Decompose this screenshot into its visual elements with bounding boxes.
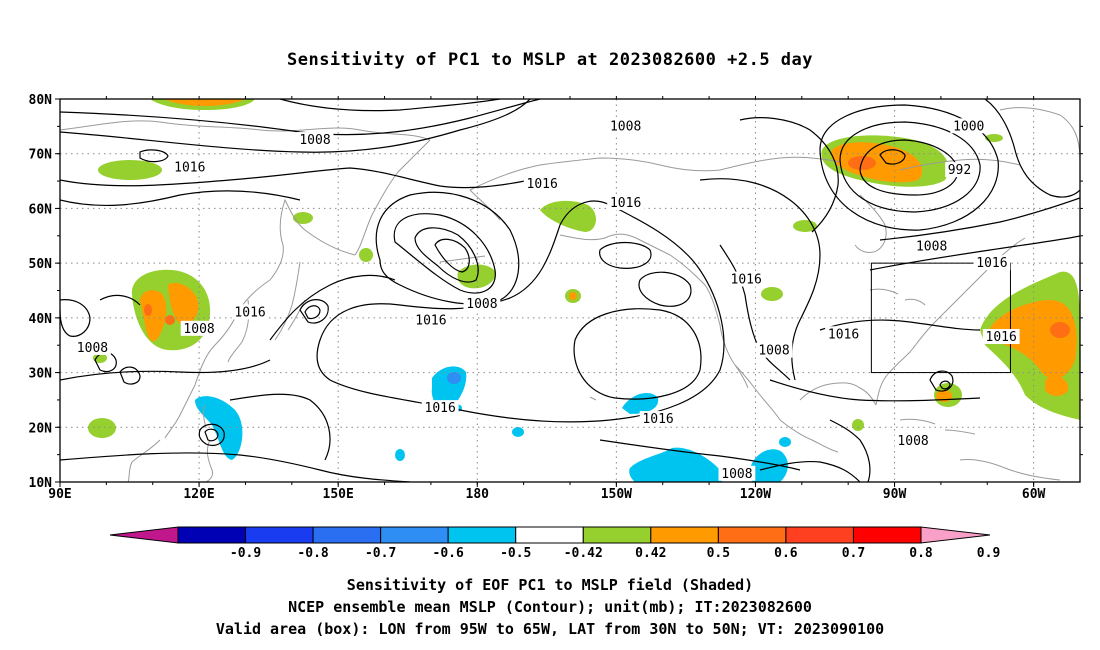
colorbar-swatch: [245, 526, 314, 544]
contour-label: 1008: [299, 133, 330, 148]
lon-tick-label: 180: [466, 487, 490, 502]
contour-label: 992: [948, 163, 971, 178]
contour-label: 1008: [610, 119, 641, 134]
sensitivity-shading: [88, 99, 1080, 482]
colorbar-swatch: [380, 526, 449, 544]
colorbar-label: 0.9: [977, 546, 1000, 561]
contour-label-bg: [296, 132, 334, 148]
lon-tick-label: 60W: [1022, 487, 1046, 502]
contour-label: 1000: [953, 119, 984, 134]
lat-tick-label: 50N: [29, 257, 53, 272]
colorbar-label: -0.42: [564, 546, 603, 561]
contour-label-bg: [894, 432, 932, 448]
contour-label-bg: [727, 271, 765, 287]
colorbar-swatch: [312, 526, 382, 544]
colorbar-label: 0.7: [842, 546, 865, 561]
lat-tick-label: 70N: [29, 148, 53, 163]
colorbar-label: 0.42: [635, 546, 666, 561]
lat-tick-label: 40N: [29, 312, 53, 327]
contour-label-bg: [718, 465, 756, 481]
lon-tick-label: 150W: [601, 487, 632, 502]
colorbar-label: 0.5: [707, 546, 730, 561]
colorbar-label: -0.7: [365, 546, 396, 561]
contour-labels: 1008 1016 1008 1016 1016 1000 992 1008 1016 1016 1…: [74, 118, 1020, 482]
coastlines: [60, 107, 1080, 482]
contour-label: 1016: [425, 401, 456, 416]
colorbar-swatch: [717, 526, 787, 544]
contour-label-bg: [950, 118, 988, 134]
colorbar-label: -0.8: [297, 546, 328, 561]
contour-label: 1008: [758, 344, 789, 359]
colorbar-label: -0.5: [500, 546, 531, 561]
contour-label-bg: [421, 400, 459, 416]
lon-tick-label: 150E: [323, 487, 354, 502]
colorbar-swatch: [582, 526, 652, 544]
colorbar-low-arrow: [109, 526, 179, 544]
figure-caption: Sensitivity of EOF PC1 to MSLP field (Sh…: [0, 574, 1100, 640]
contour-label-bg: [913, 238, 951, 254]
contour-label-bg: [231, 304, 269, 320]
lon-tick-label: 120E: [183, 487, 214, 502]
colorbar-swatch: [447, 526, 517, 544]
lon-tick-label: 120W: [740, 487, 771, 502]
contour-label: 1016: [415, 314, 446, 329]
valid-area-box: [870, 262, 1011, 374]
contour-label-bg: [523, 175, 561, 191]
lat-tick-label: 60N: [29, 202, 53, 217]
contour-label: 1016: [174, 160, 205, 175]
colorbar-swatch: [650, 526, 719, 544]
lat-tick-label: 20N: [29, 421, 53, 436]
colorbar-swatch: [177, 526, 247, 544]
colorbar-swatch: [515, 526, 584, 544]
lat-tick-label: 30N: [29, 367, 53, 382]
contour-label-bg: [639, 411, 677, 427]
colorbar: -0.9 -0.8 -0.7 -0.6 -0.5 -0.42 0.42 0.5 0.6 0.7 0.…: [109, 526, 1000, 561]
contour-label: 1008: [721, 467, 752, 482]
contour-label-bg: [982, 329, 1020, 345]
colorbar-label: 0.8: [909, 546, 933, 561]
contour-label-bg: [171, 159, 209, 175]
contour-label: 1016: [828, 327, 859, 342]
contour-label-bg: [973, 255, 1011, 271]
contour-label-bg: [945, 162, 974, 178]
colorbar-label: -0.6: [433, 546, 464, 561]
contour-label-bg: [74, 339, 111, 355]
contour-label: 1008: [77, 341, 108, 356]
contour-label-bg: [755, 342, 793, 358]
contour-label: 1016: [976, 256, 1007, 271]
contour-label-bg: [412, 312, 450, 328]
lat-tick-label: 80N: [29, 93, 53, 108]
contour-label-bg: [607, 118, 645, 134]
lat-lon-grid: [60, 99, 1080, 482]
colorbar-swatch: [852, 526, 922, 544]
contour-label-bg: [825, 326, 862, 342]
contour-label-bg: [463, 296, 501, 312]
caption-line-2: NCEP ensemble mean MSLP (Contour); unit(…: [288, 598, 812, 616]
contour-label-bg: [607, 194, 645, 210]
colorbar-high-arrow: [920, 526, 991, 544]
colorbar-label: 0.6: [774, 546, 798, 561]
lon-tick-label: 90E: [48, 487, 71, 502]
contour-label: 1008: [466, 297, 497, 312]
contour-label: 1008: [897, 434, 928, 449]
contour-label: 1016: [642, 412, 673, 427]
contour-label: 1016: [610, 196, 641, 211]
contour-label: 1016: [986, 330, 1017, 345]
lon-tick-label: 90W: [883, 487, 907, 502]
contour-label: 1016: [234, 305, 265, 320]
colorbar-swatch: [785, 526, 854, 544]
caption-line-1: Sensitivity of EOF PC1 to MSLP field (Sh…: [346, 576, 754, 594]
contour-label: 1008: [916, 240, 947, 255]
figure-title: Sensitivity of PC1 to MSLP at 2023082600…: [286, 50, 813, 70]
colorbar-label: -0.9: [230, 546, 261, 561]
contour-label: 1016: [731, 273, 762, 288]
contour-label-bg: [180, 320, 218, 336]
lat-tick-label: 10N: [29, 476, 53, 491]
caption-line-3: Valid area (box): LON from 95W to 65W, L…: [215, 620, 885, 638]
contour-label: 1016: [527, 177, 558, 192]
contour-label: 1008: [183, 322, 214, 337]
